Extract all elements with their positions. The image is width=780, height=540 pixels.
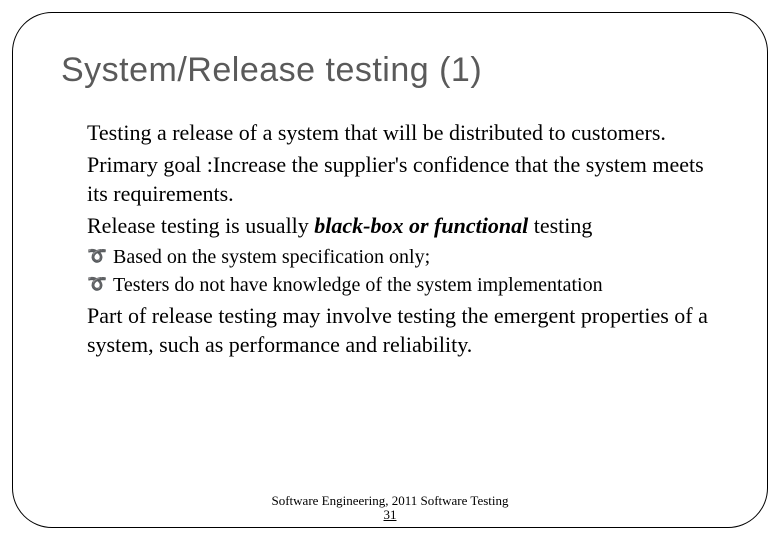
bullet-3-pre: Release testing is usually xyxy=(87,213,314,238)
sub-bullet-list: Based on the system specification only; … xyxy=(87,243,719,299)
main-bullet-list: Testing a release of a system that will … xyxy=(61,118,719,360)
slide-title: System/Release testing (1) xyxy=(61,51,719,90)
sub-bullet-2: Testers do not have knowledge of the sys… xyxy=(87,271,719,299)
bullet-2: Primary goal :Increase the supplier's co… xyxy=(61,150,719,209)
sub-bullet-2-text: Testers do not have knowledge of the sys… xyxy=(113,274,603,296)
sub-bullet-1: Based on the system specification only; xyxy=(87,243,719,271)
bullet-2-text: Primary goal :Increase the supplier's co… xyxy=(87,152,704,207)
slide-frame: System/Release testing (1) Testing a rel… xyxy=(12,12,768,528)
page-number: 31 xyxy=(13,507,767,523)
bullet-3: Release testing is usually black-box or … xyxy=(61,211,719,299)
bullet-1-text: Testing a release of a system that will … xyxy=(87,120,666,145)
bullet-1: Testing a release of a system that will … xyxy=(61,118,719,148)
bullet-3-emphasis: black-box or functional xyxy=(314,213,528,238)
bullet-4: Part of release testing may involve test… xyxy=(61,301,719,360)
sub-bullet-1-text: Based on the system specification only; xyxy=(113,246,430,268)
bullet-3-post: testing xyxy=(528,213,592,238)
bullet-4-text: Part of release testing may involve test… xyxy=(87,303,708,358)
